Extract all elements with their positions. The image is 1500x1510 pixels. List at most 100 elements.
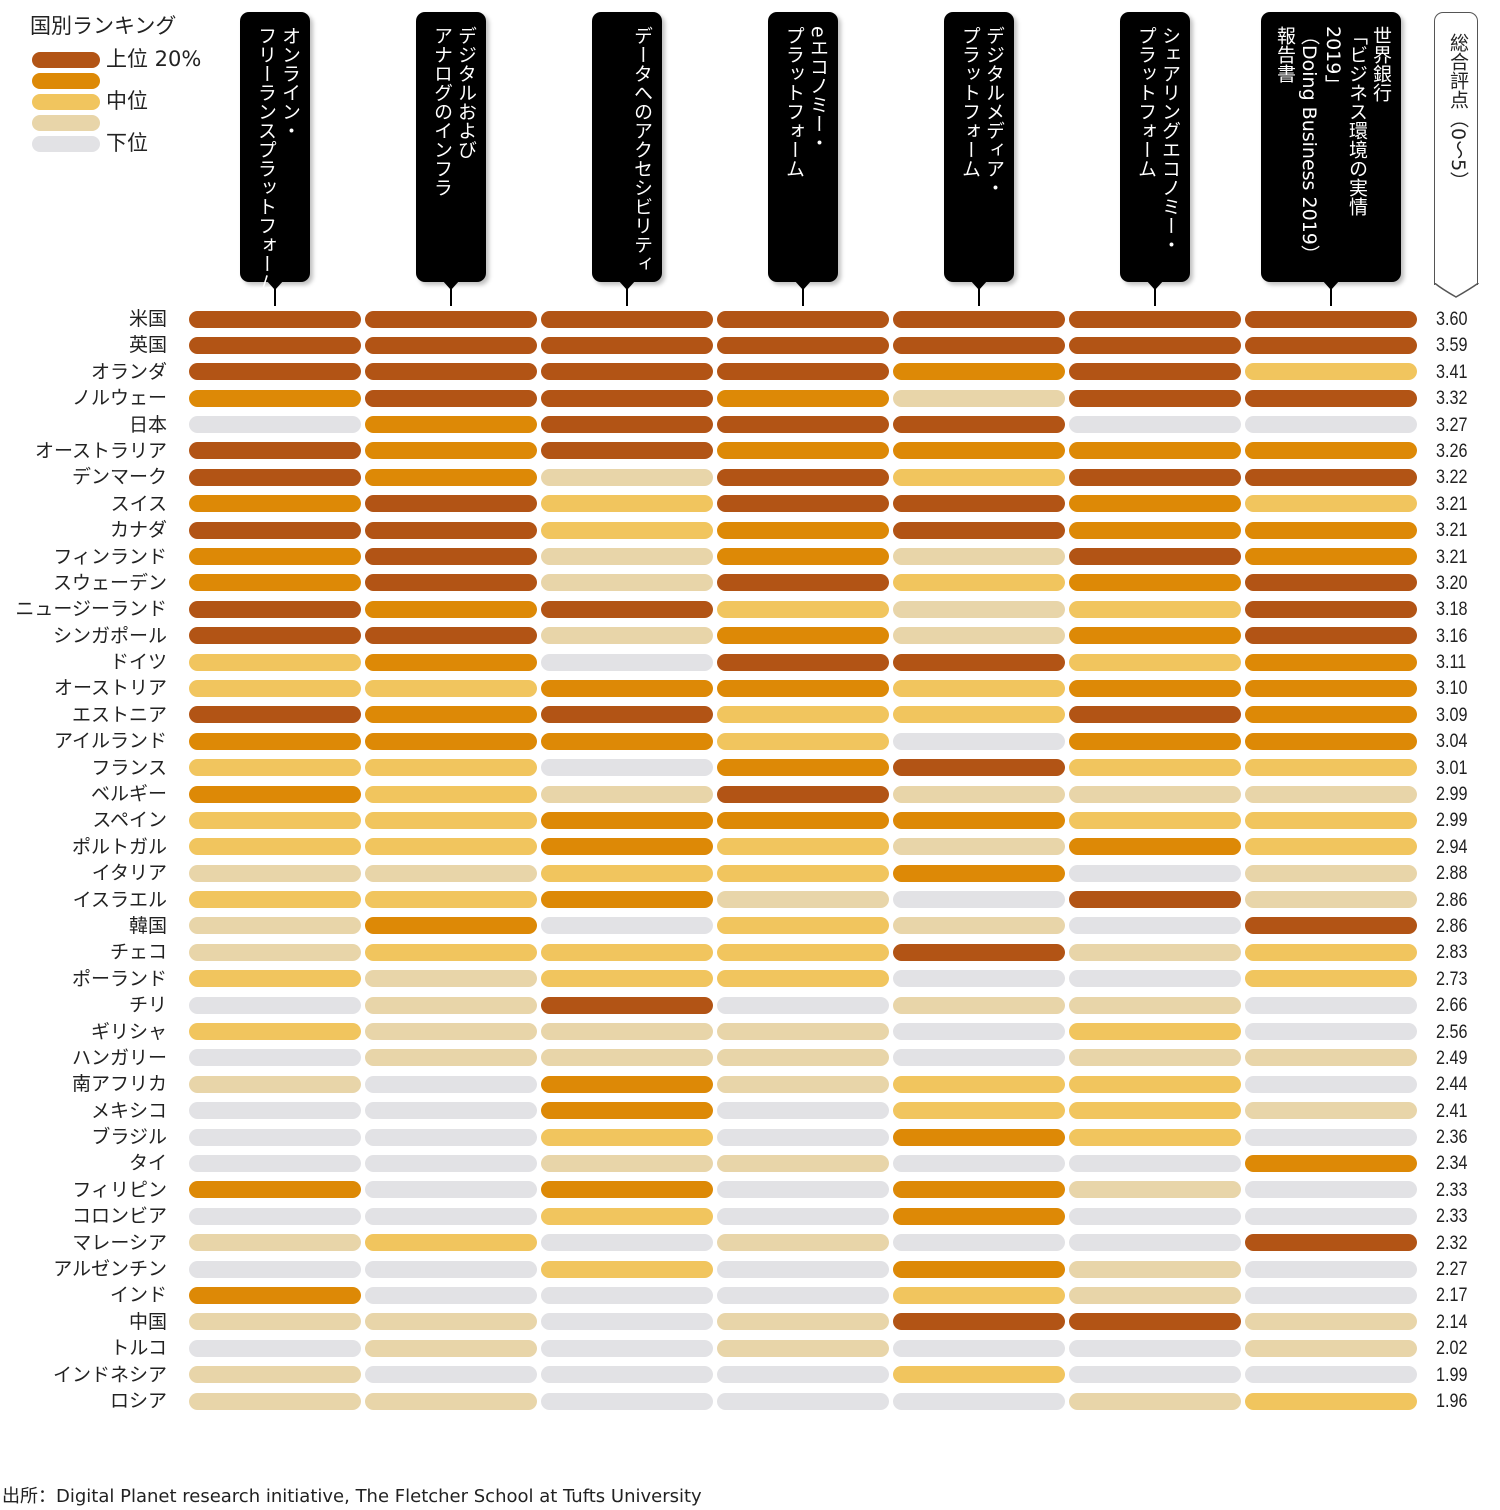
- heatmap-cell: [893, 548, 1065, 565]
- country-label: 米国: [128, 308, 167, 330]
- heatmap-cell: [541, 310, 713, 328]
- score-value: 3.18: [1436, 599, 1468, 621]
- heatmap-cell: [541, 996, 713, 1014]
- column-header-pointer: [442, 280, 460, 306]
- heatmap-cell: [365, 785, 537, 803]
- heatmap-cell: [365, 468, 537, 486]
- heatmap-cell: [541, 1366, 713, 1384]
- legend-swatch-2: [32, 115, 100, 131]
- heatmap-cell: [893, 495, 1065, 513]
- heatmap-cell: [541, 1313, 713, 1331]
- heatmap-cell: [717, 970, 889, 988]
- score-value: 3.21: [1436, 493, 1468, 515]
- heatmap-cell: [893, 600, 1065, 618]
- heatmap-cell: [893, 1075, 1065, 1093]
- heatmap-cell: [1245, 996, 1417, 1014]
- country-label: 韓国: [128, 914, 167, 937]
- legend-swatch-4: [32, 73, 100, 89]
- heatmap-cell: [717, 627, 889, 645]
- heatmap-cell: [189, 363, 361, 381]
- heatmap-cell: [893, 653, 1065, 671]
- column-header-pointer: [970, 280, 988, 306]
- heatmap-cell: [365, 706, 537, 724]
- heatmap-cell: [1069, 811, 1241, 829]
- column-header-line: （Doing Business 2019）: [1298, 26, 1320, 264]
- heatmap-cell: [1069, 389, 1241, 407]
- heatmap-cell: [1069, 891, 1241, 909]
- heatmap-cell: [541, 363, 713, 381]
- score-value: 2.66: [1436, 995, 1468, 1017]
- heatmap-cell: [189, 1102, 361, 1120]
- column-header-line: デジタルおよび: [455, 26, 477, 159]
- heatmap-cell: [1245, 759, 1417, 777]
- heatmap-cell: [717, 1392, 889, 1410]
- country-label: タイ: [128, 1152, 167, 1175]
- heatmap-cell: [365, 1234, 537, 1252]
- country-label: アルゼンチン: [53, 1258, 167, 1281]
- heatmap-cell: [1069, 1234, 1241, 1252]
- heatmap-cell: [365, 310, 537, 328]
- heatmap-cell: [1069, 1392, 1241, 1410]
- heatmap-cell: [541, 336, 713, 354]
- heatmap-cell: [717, 363, 889, 381]
- heatmap-cell: [1069, 679, 1241, 697]
- score-value: 2.99: [1436, 810, 1468, 832]
- heatmap-cell: [365, 1128, 537, 1146]
- country-label: フィリピン: [72, 1178, 167, 1201]
- heatmap-cell: [365, 759, 537, 777]
- heatmap-cell: [717, 1102, 889, 1120]
- heatmap-cell: [365, 363, 537, 381]
- heatmap-cell: [365, 1207, 537, 1225]
- heatmap-cell: [1069, 310, 1241, 328]
- score-value: 3.20: [1436, 572, 1468, 594]
- country-label: マレーシア: [72, 1231, 167, 1254]
- heatmap-cell: [717, 1154, 889, 1172]
- country-label: 日本: [128, 413, 167, 436]
- score-value: 3.21: [1436, 546, 1468, 568]
- heatmap-cell: [1069, 732, 1241, 750]
- heatmap-cell: [1069, 864, 1241, 882]
- country-label: シンガポール: [52, 624, 167, 647]
- heatmap-cell: [1069, 1207, 1241, 1225]
- country-label: ギリシャ: [90, 1020, 167, 1043]
- heatmap-cell: [365, 996, 537, 1014]
- heatmap-cell: [189, 1366, 361, 1384]
- heatmap-cell: [717, 416, 889, 434]
- heatmap-cell: [1069, 442, 1241, 460]
- heatmap-cell: [717, 310, 889, 328]
- country-label: ハンガリー: [71, 1046, 167, 1069]
- heatmap-cell: [189, 891, 361, 909]
- country-label: フィンランド: [53, 545, 167, 568]
- country-label: トルコ: [110, 1337, 167, 1360]
- heatmap-cell: [717, 1023, 889, 1041]
- country-label: ドイツ: [109, 651, 167, 674]
- column-header: データへのアクセシビリティ: [592, 12, 662, 282]
- heatmap-cell: [1245, 416, 1417, 434]
- heatmap-cell: [893, 521, 1065, 539]
- heatmap-cell: [1245, 838, 1417, 856]
- score-value: 2.02: [1436, 1338, 1468, 1360]
- country-label: エストニア: [71, 703, 167, 726]
- heatmap-cell: [1245, 706, 1417, 724]
- heatmap-cell: [1245, 1207, 1417, 1225]
- heatmap-cell: [189, 1128, 361, 1146]
- heatmap-cell: [717, 706, 889, 724]
- score-value: 2.36: [1436, 1127, 1468, 1149]
- heatmap-cell: [365, 1075, 537, 1093]
- heatmap-cell: [717, 679, 889, 697]
- heatmap-cell: [1069, 1154, 1241, 1172]
- score-value: 3.22: [1436, 467, 1468, 489]
- heatmap-cell: [541, 1049, 713, 1067]
- heatmap-cell: [189, 521, 361, 539]
- country-label: ノルウェー: [71, 387, 167, 410]
- heatmap-cell: [189, 336, 361, 354]
- heatmap-cell: [1245, 1075, 1417, 1093]
- column-header-label: 世界銀行 「ビジネス環境の実情 2019」 （Doing Business 2019）…: [1273, 26, 1393, 264]
- heatmap-cell: [717, 1181, 889, 1199]
- heatmap-cell: [541, 785, 713, 803]
- score-value: 2.41: [1436, 1100, 1468, 1122]
- heatmap-cell: [365, 1260, 537, 1278]
- heatmap-cell: [717, 442, 889, 460]
- heatmap-cell: [1069, 838, 1241, 856]
- heatmap-cell: [1069, 706, 1241, 724]
